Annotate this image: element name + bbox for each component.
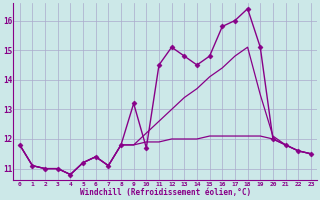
X-axis label: Windchill (Refroidissement éolien,°C): Windchill (Refroidissement éolien,°C): [80, 188, 251, 197]
